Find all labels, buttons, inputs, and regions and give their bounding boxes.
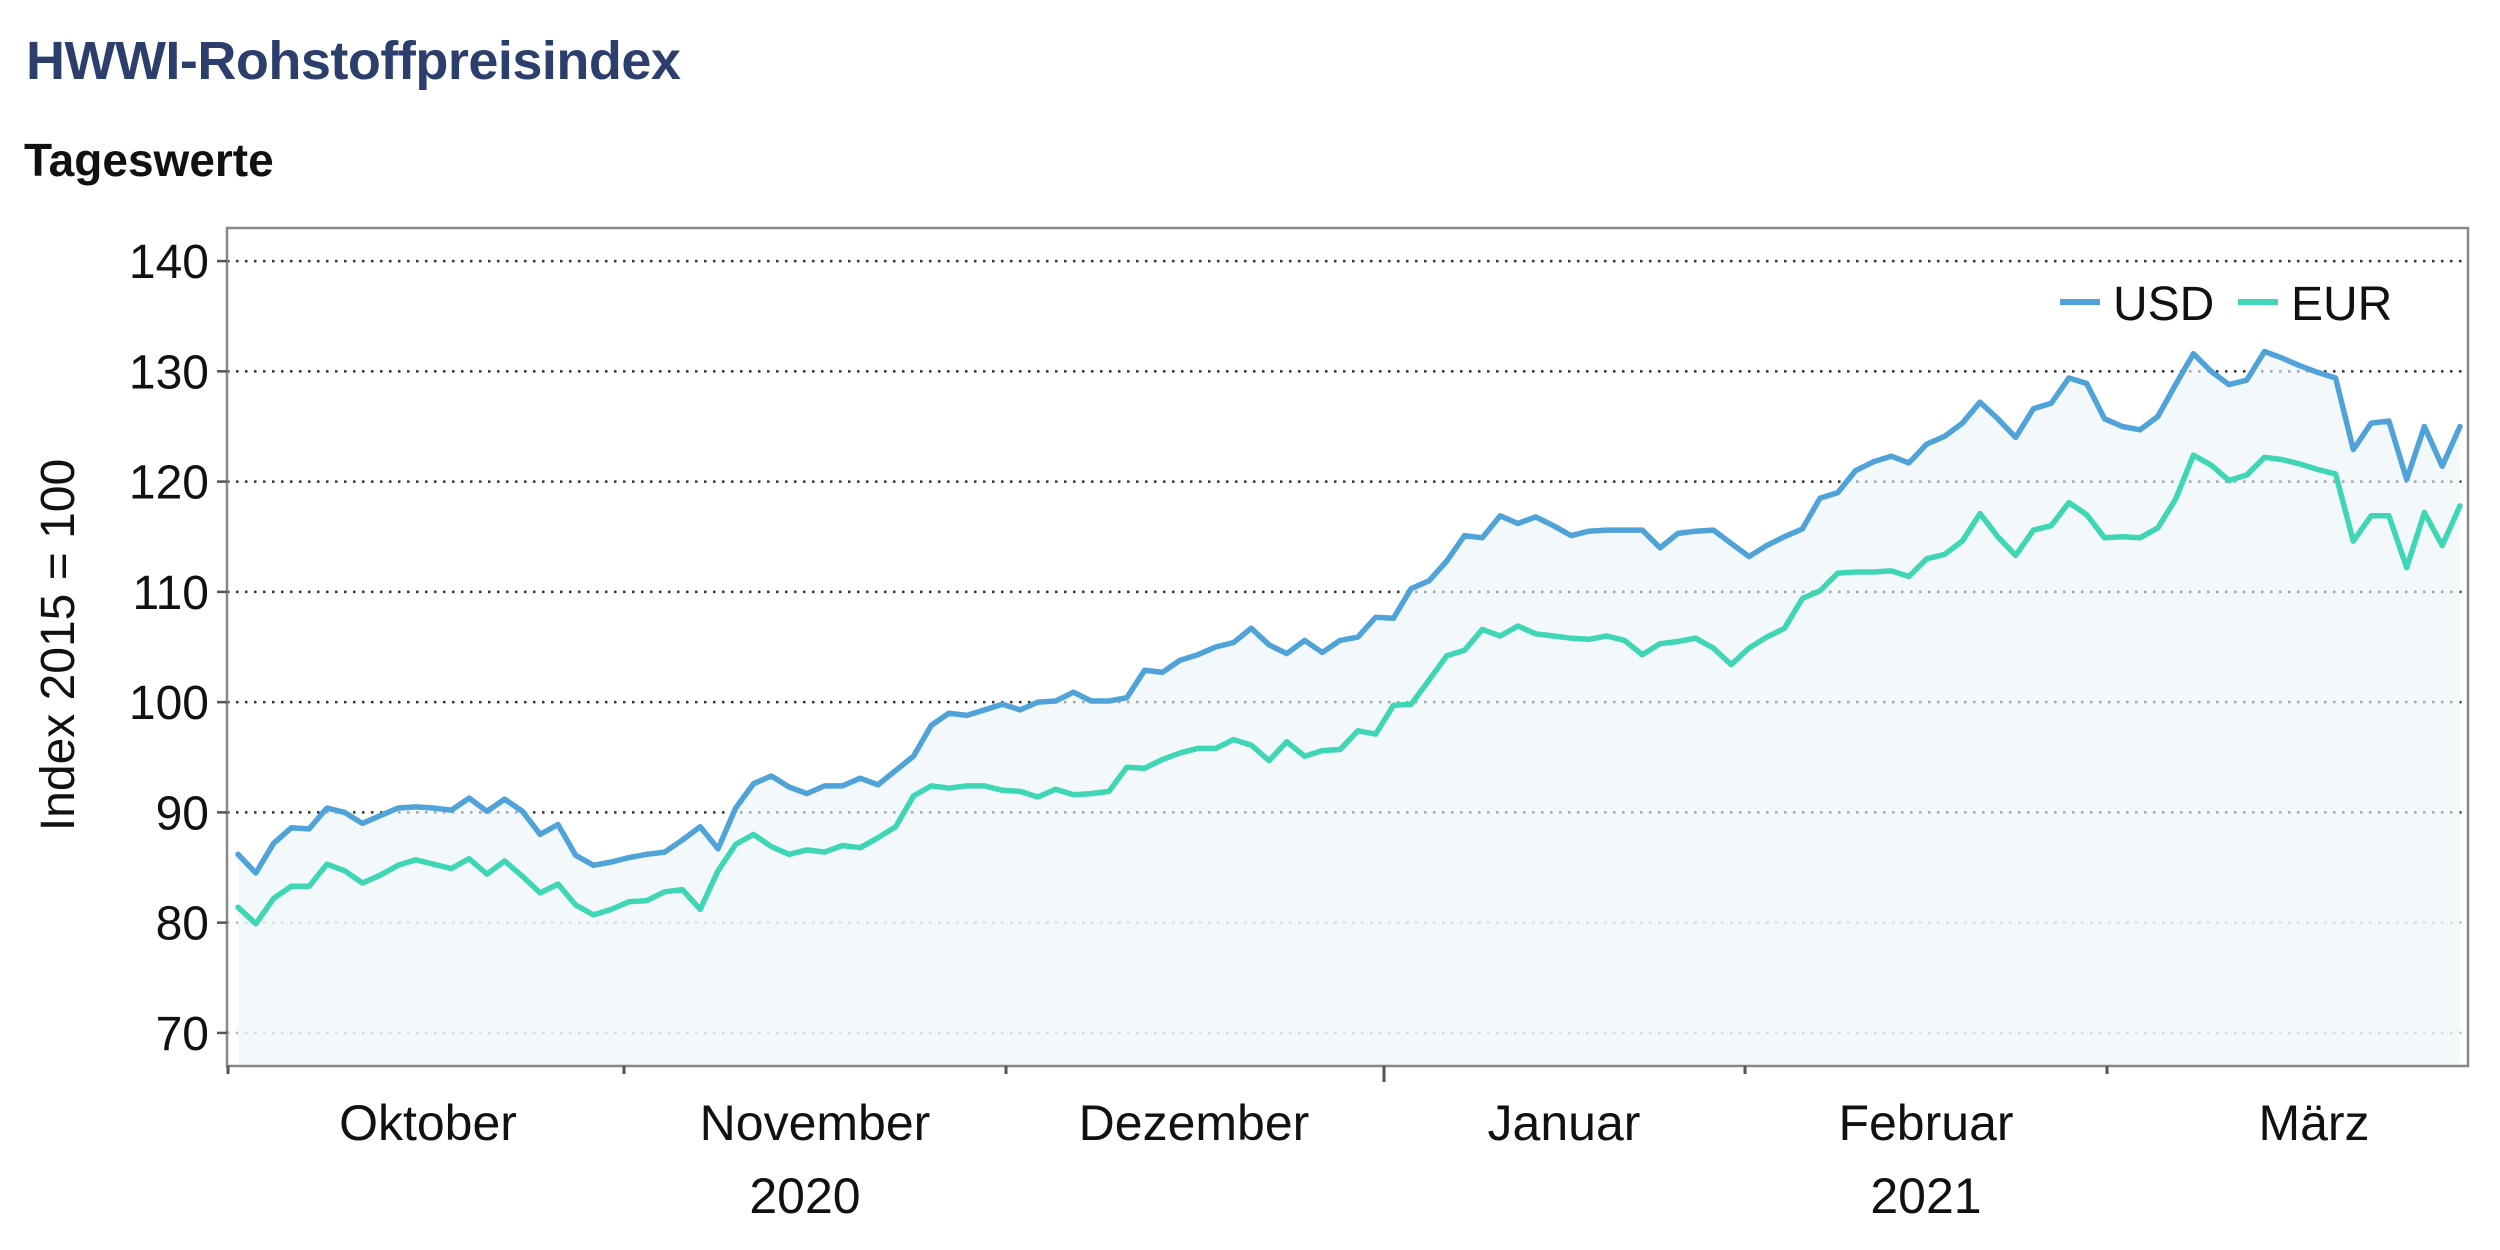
plot-frame [225, 226, 2470, 1068]
y-axis: 70 80 90 100 110 120 130 140 [129, 236, 227, 1061]
chart-subtitle: Tageswerte [24, 134, 274, 186]
series-line-usd [235, 348, 2463, 876]
x-tick-label: Januar [1488, 1095, 1641, 1151]
x-tick-label: Oktober [339, 1095, 517, 1151]
legend: USD EUR [2060, 278, 2392, 331]
series-line-eur [235, 452, 2463, 927]
chart-title: HWWI-Rohstoffpreisindex [26, 31, 681, 91]
y-tick-label: 140 [129, 236, 209, 289]
y-tick-label: 70 [156, 1008, 209, 1061]
y-tick-label: 100 [129, 677, 209, 730]
x-tick-label: Dezember [1079, 1095, 1310, 1151]
x-tick-label: März [2258, 1095, 2369, 1151]
y-axis-label: Index 2015 = 100 [32, 459, 85, 831]
y-tick-label: 80 [156, 898, 209, 951]
x-tick-label: November [700, 1095, 931, 1151]
year-label: 2020 [749, 1168, 860, 1224]
y-tick-label: 130 [129, 346, 209, 399]
x-tick-label: Februar [1838, 1095, 2013, 1151]
series-lines [235, 348, 2463, 927]
year-label: 2021 [1870, 1168, 1981, 1224]
x-axis: Oktober November Dezember Januar Februar März… [226, 1066, 2370, 1224]
y-tick-label: 110 [132, 567, 209, 620]
legend-label-usd: USD [2113, 278, 2214, 331]
y-tick-label: 120 [129, 457, 209, 510]
y-tick-label: 90 [156, 787, 209, 840]
legend-label-eur: EUR [2291, 278, 2392, 331]
area-fill [238, 351, 2460, 1066]
